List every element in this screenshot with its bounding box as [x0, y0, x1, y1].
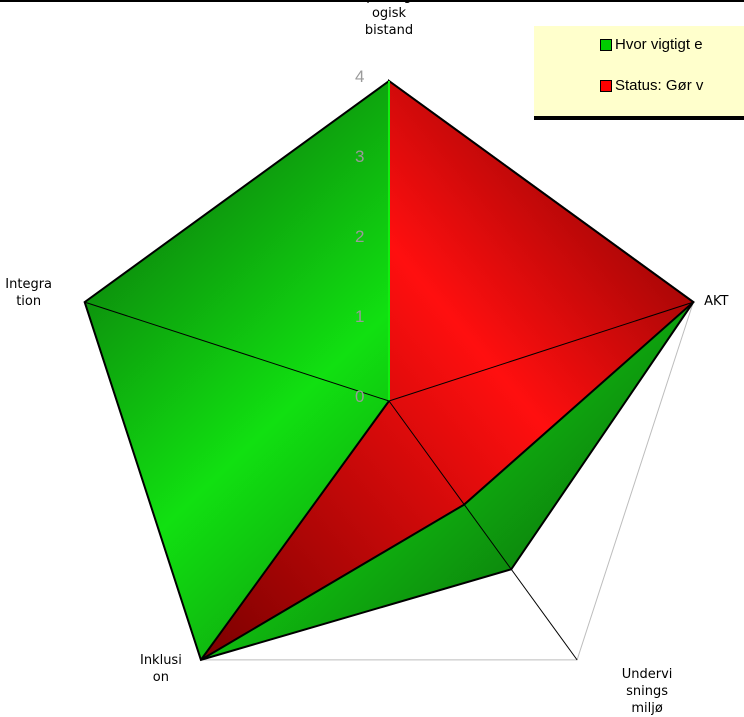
tick-label-3: 3 [355, 147, 365, 166]
tick-label-4: 4 [355, 67, 365, 86]
category-label-2: AKT [704, 294, 729, 310]
legend-item-series-2: Status: Gør v [600, 77, 703, 94]
tick-label-2: 2 [355, 227, 365, 246]
category-label-1: pædag ogisk bistand [364, 0, 414, 38]
axis-spoke-5 [84, 301, 390, 402]
legend-item-series-1: Hvor vigtigt e [600, 36, 703, 53]
axis-spoke-2 [388, 301, 694, 402]
legend-label-series-1: Hvor vigtigt e [615, 36, 703, 53]
legend-label-series-2: Status: Gør v [615, 77, 704, 94]
tick-label-1: 1 [355, 307, 365, 326]
tick-label-0: 0 [355, 387, 365, 406]
axis-spoke-4 [200, 400, 390, 661]
legend-swatch-series-1 [600, 38, 612, 51]
legend-swatch-series-2 [600, 79, 612, 92]
top-border-line [0, 0, 744, 2]
category-label-4: Inklusi on [139, 652, 182, 685]
category-label-3: Undervi snings miljø [621, 666, 673, 716]
axis-spoke-3 [388, 400, 578, 661]
legend: Hvor vigtigt e Status: Gør v [534, 26, 744, 119]
radar-plot-area [83, 79, 695, 662]
category-label-5: Integra tion [5, 277, 53, 310]
